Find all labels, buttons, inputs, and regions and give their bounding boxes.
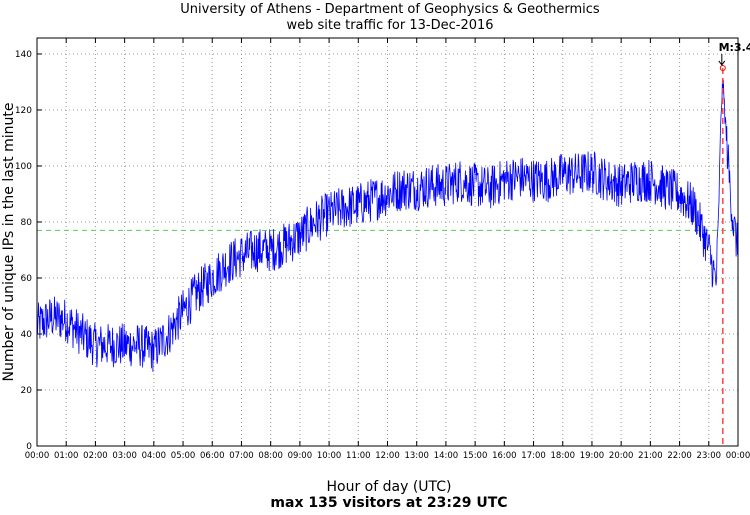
x-tick-label: 17:00 [521,451,546,461]
x-tick-label: 07:00 [229,451,254,461]
plot-lines [36,53,739,446]
x-tick-label: 00:00 [25,451,50,461]
y-tick-label: 100 [15,162,32,172]
max-marker-label: M:3.4 [719,41,750,54]
chart-title-line1: University of Athens - Department of Geo… [180,2,600,17]
x-tick-label: 09:00 [288,451,313,461]
x-tick-label: 13:00 [404,451,429,461]
x-tick-label: 18:00 [551,451,576,461]
chart-subtitle: max 135 visitors at 23:29 UTC [270,495,507,511]
y-tick-label: 20 [21,386,33,396]
x-tick-label: 15:00 [463,451,488,461]
x-tick-label: 16:00 [492,451,517,461]
x-axis-label: Hour of day (UTC) [327,479,452,495]
chart-title-line2: web site traffic for 13-Dec-2016 [286,18,493,33]
y-tick-label: 120 [15,106,32,116]
grid [37,38,738,446]
x-tick-label: 19:00 [580,451,605,461]
x-tick-label: 12:00 [375,451,400,461]
x-tick-label: 06:00 [200,451,225,461]
y-tick-label: 140 [15,50,32,60]
x-tick-label: 23:00 [697,451,722,461]
x-tick-label: 11:00 [346,451,371,461]
x-tick-label: 22:00 [667,451,692,461]
plot-frame [36,37,739,447]
x-tick-label: 00:00 [726,451,750,461]
x-tick-label: 08:00 [258,451,283,461]
x-tick-label: 04:00 [142,451,167,461]
y-tick-label: 40 [21,330,33,340]
x-tick-label: 21:00 [638,451,663,461]
x-tick-label: 03:00 [112,451,137,461]
x-tick-label: 05:00 [171,451,196,461]
x-tick-label: 01:00 [54,451,79,461]
y-axis-label: Number of unique IPs in the last minute [1,103,17,382]
x-tick-label: 02:00 [83,451,108,461]
max-arrow-icon [718,53,726,66]
x-tick-label: 20:00 [609,451,634,461]
y-tick-label: 60 [21,274,33,284]
y-tick-label: 80 [21,218,33,228]
axis-ticks: 0 20 40 60 80 100 120 140 00:00 01:00 02:00 03:00 04… [15,38,750,461]
y-tick-label: 0 [26,442,32,452]
x-tick-label: 14:00 [434,451,459,461]
max-point-marker [719,64,726,71]
series-line [36,79,739,372]
x-tick-label: 10:00 [317,451,342,461]
